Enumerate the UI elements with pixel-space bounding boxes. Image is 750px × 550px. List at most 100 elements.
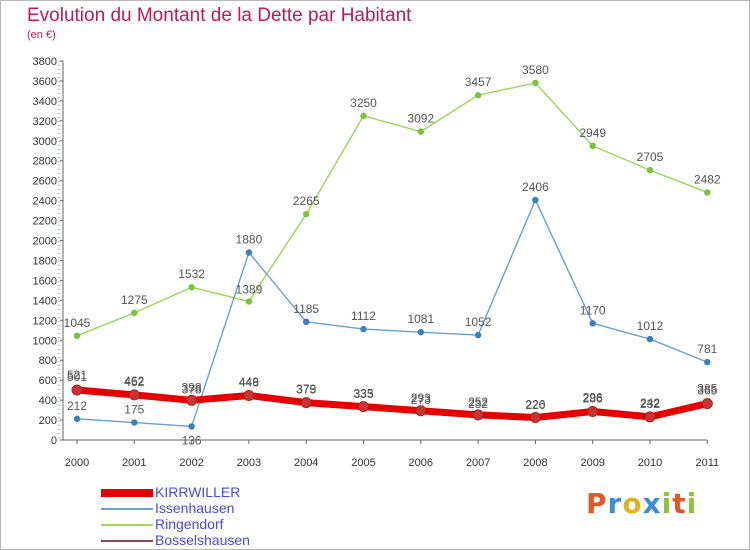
y-tick-label: 400 bbox=[39, 395, 57, 407]
x-tick-label: 2003 bbox=[237, 457, 261, 469]
data-label-bosselshausen: 449 bbox=[239, 375, 259, 389]
data-label-issenhausen: 2406 bbox=[522, 180, 549, 194]
data-label-issenhausen: 175 bbox=[124, 403, 144, 417]
logo-letter: x bbox=[642, 487, 662, 520]
data-point-issenhausen bbox=[417, 328, 424, 336]
data-label-bosselshausen: 378 bbox=[182, 382, 202, 396]
logo-letter: t bbox=[672, 487, 687, 520]
data-point-kirrwiller bbox=[472, 409, 484, 421]
line-chart: 0 200 400 600 800 1000 1200 1400 1600 1800 2000 220… bbox=[33, 56, 721, 469]
data-point-ringendorf bbox=[245, 298, 253, 305]
legend-swatch bbox=[101, 489, 153, 497]
y-tick-label: 1400 bbox=[33, 295, 57, 307]
data-point-kirrwiller bbox=[529, 411, 541, 423]
data-label-ringendorf: 1045 bbox=[64, 316, 91, 330]
data-point-issenhausen bbox=[245, 249, 253, 256]
data-label-issenhausen: 781 bbox=[697, 342, 717, 356]
data-label-issenhausen: 1081 bbox=[407, 312, 434, 326]
data-label-kirrwiller: 252 bbox=[468, 395, 488, 409]
data-point-ringendorf bbox=[73, 332, 81, 339]
data-point-kirrwiller bbox=[186, 394, 198, 406]
data-point-issenhausen bbox=[474, 331, 482, 339]
y-tick-label: 2000 bbox=[33, 236, 57, 248]
data-point-ringendorf bbox=[360, 112, 367, 120]
data-label-kirrwiller: 286 bbox=[583, 391, 603, 405]
data-label-kirrwiller: 375 bbox=[296, 383, 316, 397]
data-label-ringendorf: 2949 bbox=[579, 126, 606, 140]
data-label-bosselshausen: 521 bbox=[67, 368, 87, 382]
y-tick-label: 1000 bbox=[33, 335, 57, 347]
x-tick-label: 2007 bbox=[466, 457, 490, 469]
chart-subtitle: (en €) bbox=[27, 29, 56, 41]
data-point-issenhausen bbox=[73, 415, 81, 423]
data-label-ringendorf: 1532 bbox=[178, 267, 205, 281]
legend-swatch bbox=[101, 540, 153, 542]
data-label-issenhausen: 1880 bbox=[236, 232, 263, 246]
y-tick-label: 3400 bbox=[33, 96, 57, 108]
series-line-ringendorf bbox=[76, 82, 708, 337]
data-label-ringendorf: 3580 bbox=[522, 63, 549, 77]
data-label-issenhausen: 1170 bbox=[580, 303, 606, 317]
data-label-kirrwiller: 446 bbox=[239, 376, 259, 390]
y-tick-label: 200 bbox=[39, 415, 57, 427]
data-point-kirrwiller bbox=[701, 398, 713, 410]
data-label-kirrwiller: 452 bbox=[124, 375, 144, 389]
data-label-bosselshausen: 462 bbox=[124, 374, 144, 388]
y-tick-label: 0 bbox=[51, 435, 57, 447]
data-point-ringendorf bbox=[474, 92, 482, 99]
x-tick-label: 2008 bbox=[523, 457, 547, 469]
data-point-kirrwiller bbox=[128, 389, 140, 401]
data-point-kirrwiller bbox=[71, 384, 83, 396]
data-label-ringendorf: 2482 bbox=[694, 172, 721, 186]
data-label-bosselshausen: 333 bbox=[353, 387, 373, 401]
y-tick-label: 1200 bbox=[33, 315, 57, 327]
proxiti-logo: Proxiti bbox=[586, 487, 697, 520]
y-tick-label: 2600 bbox=[33, 176, 57, 188]
data-point-ringendorf bbox=[589, 142, 596, 150]
data-label-bosselshausen: 242 bbox=[640, 396, 660, 410]
y-tick-label: 3200 bbox=[33, 116, 57, 128]
data-label-issenhausen: 212 bbox=[67, 399, 87, 413]
x-tick-label: 2004 bbox=[294, 457, 318, 469]
data-label-ringendorf: 3092 bbox=[407, 112, 434, 126]
data-label-ringendorf: 3457 bbox=[465, 75, 492, 89]
data-point-issenhausen bbox=[188, 423, 195, 430]
x-tick-label: 2001 bbox=[122, 457, 146, 469]
data-point-issenhausen bbox=[646, 335, 654, 343]
data-label-kirrwiller: 335 bbox=[353, 387, 373, 401]
data-point-issenhausen bbox=[589, 320, 596, 327]
data-point-issenhausen bbox=[303, 318, 310, 326]
data-point-ringendorf bbox=[646, 167, 654, 174]
data-point-kirrwiller bbox=[587, 405, 599, 417]
data-label-issenhausen: 1052 bbox=[465, 315, 492, 329]
data-label-ringendorf: 1275 bbox=[121, 293, 148, 307]
data-label-bosselshausen: 220 bbox=[525, 398, 545, 412]
legend-label: KIRRWILLER bbox=[155, 484, 241, 500]
y-tick-label: 800 bbox=[39, 355, 57, 367]
legend-label: Issenhausen bbox=[155, 500, 235, 516]
data-point-ringendorf bbox=[417, 128, 424, 135]
logo-letter: o bbox=[622, 487, 643, 520]
legend-swatch bbox=[101, 524, 153, 526]
data-label-kirrwiller: 293 bbox=[411, 391, 431, 405]
y-tick-label: 2800 bbox=[33, 156, 57, 168]
logo-letter: i bbox=[686, 487, 698, 520]
y-tick-label: 3800 bbox=[33, 56, 57, 68]
data-point-issenhausen bbox=[532, 196, 539, 204]
y-tick-label: 1800 bbox=[33, 255, 57, 267]
series-line-issenhausen bbox=[76, 199, 708, 428]
data-label-issenhausen: 1012 bbox=[637, 319, 664, 333]
legend-label: Ringendorf bbox=[155, 516, 224, 532]
data-point-issenhausen bbox=[704, 358, 711, 366]
data-point-ringendorf bbox=[532, 79, 539, 87]
data-label-bosselshausen: 232 bbox=[468, 397, 488, 411]
y-tick-label: 3600 bbox=[33, 76, 57, 88]
x-tick-label: 2005 bbox=[351, 457, 375, 469]
data-label-issenhausen: 1185 bbox=[293, 302, 319, 316]
data-point-issenhausen bbox=[360, 325, 367, 333]
logo-letter: r bbox=[607, 487, 623, 520]
x-tick-label: 2010 bbox=[638, 457, 662, 469]
y-tick-label: 2400 bbox=[33, 196, 57, 208]
data-label-kirrwiller: 501 bbox=[67, 370, 87, 384]
data-label-kirrwiller: 232 bbox=[640, 397, 660, 411]
